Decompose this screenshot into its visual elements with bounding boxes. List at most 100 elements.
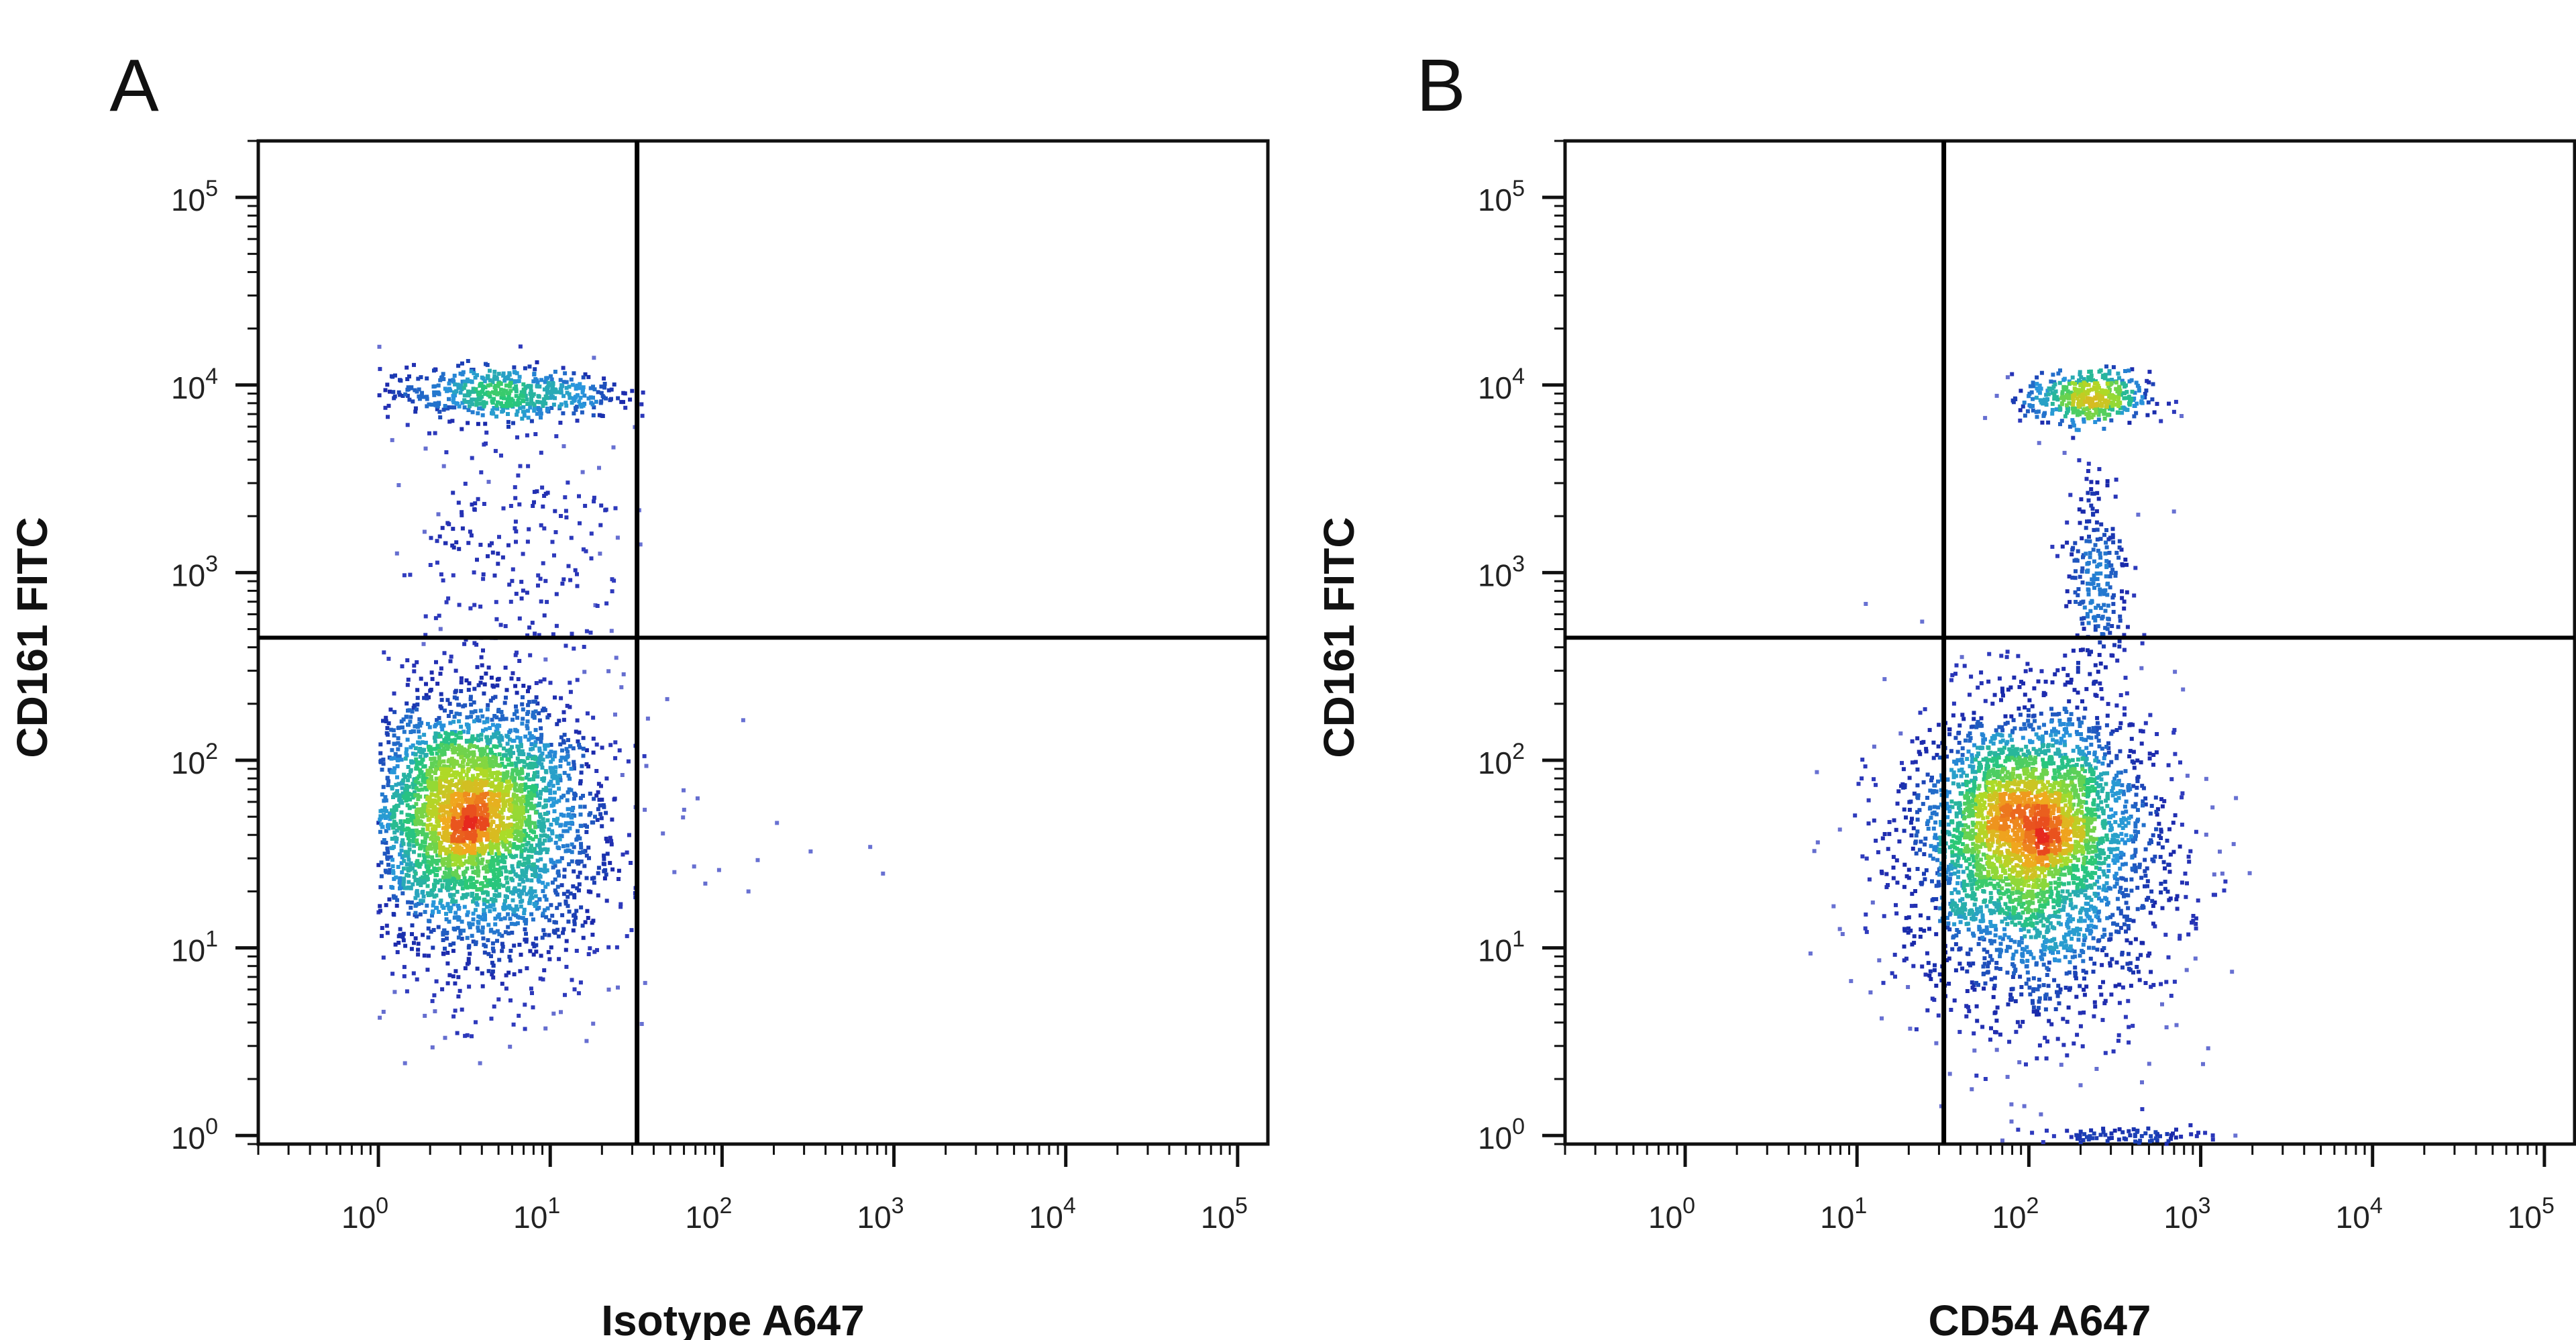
event-dot [533, 868, 537, 873]
event-dot [511, 869, 516, 874]
event-dot [2194, 829, 2198, 834]
event-dot [422, 954, 427, 958]
event-dot [431, 869, 435, 874]
event-dot [470, 456, 474, 460]
event-dot [478, 849, 482, 854]
event-dot [1947, 727, 1951, 731]
event-dot [436, 383, 441, 388]
event-dot [385, 382, 390, 387]
event-dot [457, 743, 462, 748]
event-dot [1918, 752, 1923, 756]
event-dot [2129, 984, 2133, 988]
event-dot [530, 756, 535, 761]
event-dot [584, 854, 589, 858]
event-dot [506, 825, 511, 829]
event-dot [463, 754, 468, 758]
event-dot [534, 681, 539, 685]
event-dot [500, 756, 504, 761]
event-dot [492, 370, 497, 374]
event-dot [569, 377, 574, 382]
event-dot [409, 715, 413, 719]
event-dot [494, 403, 499, 408]
event-dot [445, 810, 450, 815]
event-dot [419, 843, 423, 848]
event-dot [510, 815, 515, 819]
event-dot [613, 712, 617, 717]
event-dot [418, 754, 423, 759]
event-dot [478, 860, 482, 865]
event-dot [416, 882, 421, 886]
event-dot [535, 793, 539, 798]
event-dot [512, 739, 517, 743]
event-dot [2075, 705, 2080, 710]
event-dot [406, 677, 411, 682]
event-dot [402, 729, 407, 734]
event-dot [1967, 1009, 1972, 1013]
event-dot [400, 781, 405, 786]
event-dot [447, 839, 451, 843]
event-dot [520, 749, 525, 754]
event-dot [517, 892, 521, 897]
event-dot [531, 1005, 535, 1010]
event-dot [518, 464, 523, 468]
event-dot [1992, 986, 1996, 990]
event-dot [492, 897, 496, 902]
event-dot [570, 815, 574, 820]
event-dot [394, 837, 399, 841]
event-dot [428, 688, 433, 693]
event-dot [456, 364, 461, 368]
event-dot [406, 385, 411, 390]
event-dot [1918, 935, 1923, 939]
event-dot [2173, 752, 2178, 756]
event-dot [2169, 777, 2174, 782]
y-tick-label: 103 [171, 551, 218, 592]
event-dot [1896, 789, 1901, 794]
event-dot [480, 971, 484, 976]
event-dot [490, 400, 495, 405]
event-dot [473, 816, 478, 821]
event-dot [411, 839, 416, 843]
event-dot [401, 778, 406, 782]
event-dot [1864, 856, 1869, 861]
event-dot [539, 739, 543, 744]
event-dot [519, 767, 524, 772]
event-dot [522, 911, 527, 915]
event-dot [2234, 796, 2239, 801]
event-dot [493, 771, 498, 775]
event-dot [562, 770, 567, 775]
event-dot [564, 380, 569, 384]
event-dot [561, 829, 566, 833]
event-dot [475, 745, 480, 750]
event-dot [390, 837, 394, 841]
event-dot [438, 760, 442, 764]
event-dot [440, 727, 445, 732]
event-dot [551, 776, 556, 780]
event-dot [404, 784, 409, 788]
event-dot [2164, 980, 2169, 984]
event-dot [507, 802, 512, 807]
event-dot [1837, 827, 1842, 832]
event-dot [558, 778, 563, 782]
event-dot [495, 683, 500, 688]
event-dot [394, 875, 398, 880]
event-dot [471, 389, 476, 394]
event-dot [1902, 928, 1907, 933]
event-dot [2193, 956, 2198, 961]
event-dot [505, 880, 510, 885]
event-dot [486, 703, 490, 707]
event-dot [642, 754, 647, 758]
event-dot [427, 919, 431, 923]
event-dot [2081, 1138, 2086, 1143]
event-dot [2157, 833, 2161, 838]
event-dot [488, 726, 492, 730]
event-dot [380, 840, 385, 845]
event-dot [402, 974, 407, 978]
event-dot [427, 801, 431, 805]
event-dot [386, 403, 391, 408]
event-dot [513, 712, 517, 717]
event-dot [442, 832, 447, 837]
event-dot [2063, 654, 2068, 658]
event-dot [402, 965, 407, 970]
event-dot [450, 838, 455, 843]
event-dot [411, 816, 416, 821]
